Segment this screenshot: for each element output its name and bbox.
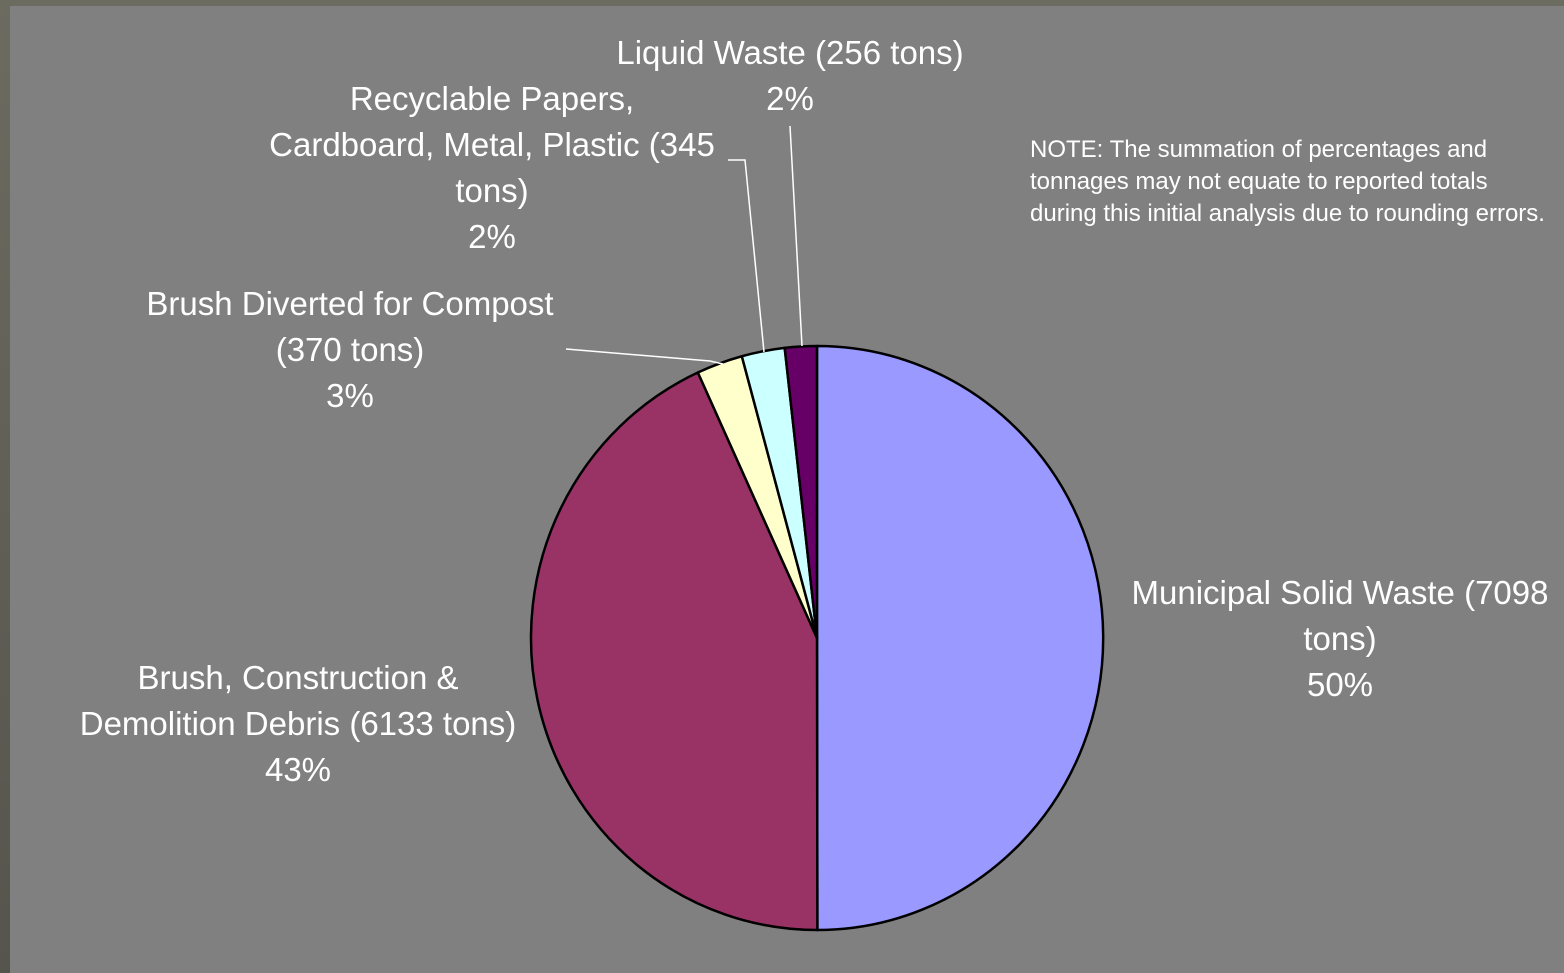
slice-label-4: Recyclable Papers, Cardboard, Metal, Plas… bbox=[269, 80, 715, 255]
slice-label-line: Municipal Solid Waste (7098 bbox=[1132, 574, 1549, 611]
leader-line-5 bbox=[789, 125, 803, 347]
slice-label-line: tons) bbox=[1303, 620, 1376, 657]
slice-label-line: Demolition Debris (6133 tons) bbox=[80, 705, 517, 742]
slice-label-line: Brush Diverted for Compost bbox=[146, 285, 553, 322]
slice-label-line: (370 tons) bbox=[276, 331, 425, 368]
pie-slice-5 bbox=[783, 344, 819, 640]
slice-label-line: tons) bbox=[455, 172, 528, 209]
slice-label-5: Liquid Waste (256 tons) 2% bbox=[616, 34, 963, 117]
chart-panel: Municipal Solid Waste (7098 tons) 50% Brush… bbox=[10, 6, 1564, 973]
slice-label-1: Municipal Solid Waste (7098 tons) 50% bbox=[1132, 574, 1549, 703]
slice-label-line: Brush, Construction & bbox=[138, 659, 459, 696]
slice-label-line: 3% bbox=[326, 377, 374, 414]
slice-label-line: 43% bbox=[265, 751, 331, 788]
slice-label-line: 2% bbox=[766, 80, 814, 117]
slice-label-line: Cardboard, Metal, Plastic (345 bbox=[269, 126, 715, 163]
slice-label-3: Brush Diverted for Compost (370 tons) 3% bbox=[146, 285, 553, 414]
pie-chart: Municipal Solid Waste (7098 tons) 50% Brush… bbox=[80, 34, 1549, 932]
slice-label-2: Brush, Construction & Demolition Debris (… bbox=[80, 659, 517, 788]
pie-slice-1 bbox=[815, 344, 1105, 932]
leader-line-4 bbox=[728, 159, 765, 353]
leader-line-3 bbox=[565, 348, 724, 365]
rounding-note: NOTE: The summation of percentages and t… bbox=[1030, 136, 1545, 227]
slice-label-line: Recyclable Papers, bbox=[350, 80, 634, 117]
slice-label-line: Liquid Waste (256 tons) bbox=[616, 34, 963, 71]
slice-label-line: 2% bbox=[468, 218, 516, 255]
slice-label-line: 50% bbox=[1307, 666, 1373, 703]
pie-slice-2 bbox=[529, 371, 819, 932]
